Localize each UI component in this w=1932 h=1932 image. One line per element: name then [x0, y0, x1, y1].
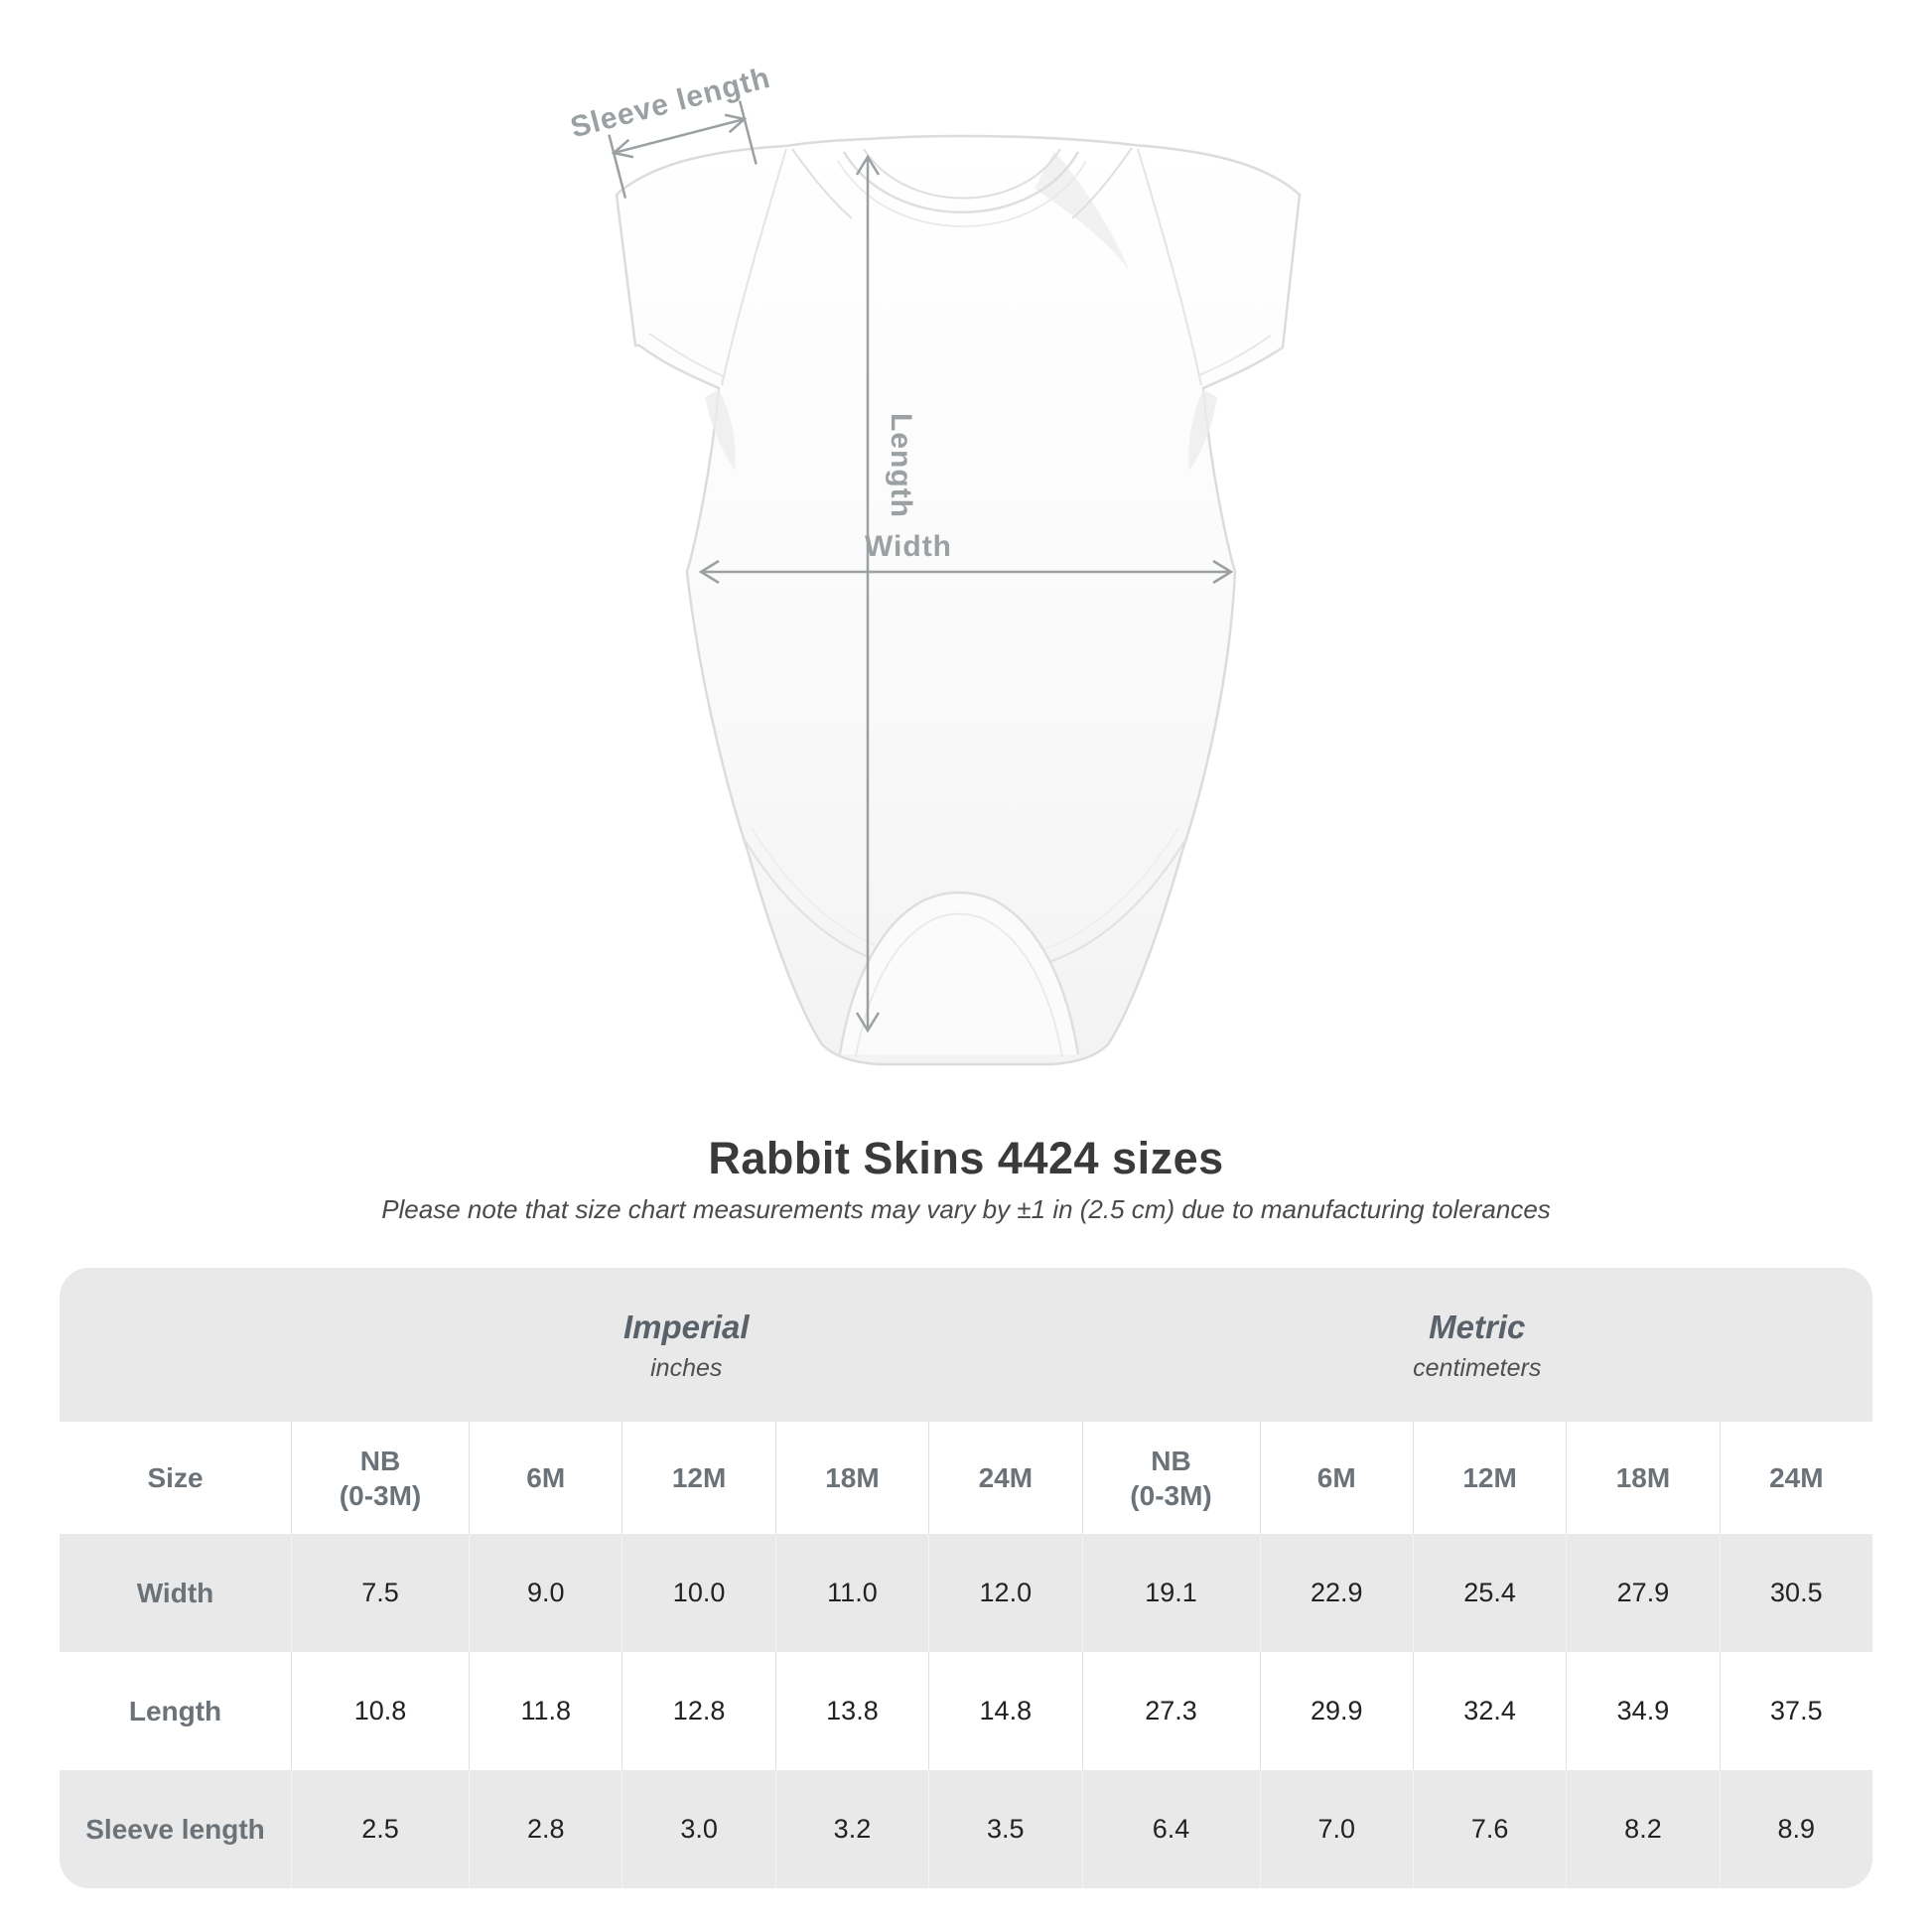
table-row-length: Length 10.8 11.8 12.8 13.8 14.8 27.3 29.… [60, 1652, 1872, 1771]
col-header-imperial-24m: 24M [928, 1422, 1081, 1535]
crotch-flap [838, 891, 1080, 1057]
width-metric-12m: 25.4 [1412, 1534, 1566, 1653]
sleeve-metric-12m: 7.6 [1412, 1770, 1566, 1889]
length-imperial-nb: 10.8 [291, 1652, 469, 1771]
lap-shoulder-seams [791, 147, 1133, 219]
right-underarm-shadow [1188, 389, 1217, 471]
sleeve-length-arrow [608, 100, 758, 199]
length-diagram-label: Length [885, 413, 917, 518]
neck-flap-shadow [1035, 151, 1130, 272]
bodysuit-silhouette [615, 134, 1302, 1066]
sleeve-metric-24m: 8.9 [1719, 1770, 1872, 1889]
bodysuit-graphic [615, 134, 1302, 1066]
width-metric-24m: 30.5 [1719, 1534, 1872, 1653]
width-diagram-label: Width [865, 530, 952, 563]
metric-group-header: Metric centimeters [1082, 1268, 1873, 1422]
length-imperial-18m: 13.8 [774, 1652, 928, 1771]
width-imperial-18m: 11.0 [774, 1534, 928, 1653]
size-table: Imperial inches Metric centimeters Size … [60, 1268, 1873, 1889]
length-metric-12m: 32.4 [1412, 1652, 1566, 1771]
armhole-seams [721, 148, 1202, 386]
sleeve-imperial-24m: 3.5 [928, 1770, 1081, 1889]
row-label-length: Length [128, 1695, 222, 1726]
col-header-imperial-18m: 18M [774, 1422, 928, 1535]
sleeve-length-diagram-label: Sleeve length [567, 62, 773, 145]
unit-group-spacer [60, 1268, 291, 1422]
width-arrow [698, 559, 1234, 585]
length-imperial-6m: 11.8 [469, 1652, 621, 1771]
col-header-metric-12m: 12M [1412, 1422, 1566, 1535]
sleeve-imperial-18m: 3.2 [774, 1770, 928, 1889]
imperial-label: Imperial [622, 1308, 750, 1345]
size-column-header: Size [147, 1462, 204, 1494]
width-imperial-24m: 12.0 [928, 1534, 1081, 1653]
length-metric-nb: 27.3 [1081, 1652, 1260, 1771]
sleeve-metric-nb: 6.4 [1081, 1770, 1260, 1889]
col-header-metric-6m: 6M [1259, 1422, 1413, 1535]
table-row-width: Width 7.5 9.0 10.0 11.0 12.0 19.1 22.9 2… [60, 1534, 1872, 1653]
length-metric-24m: 37.5 [1719, 1652, 1872, 1771]
width-metric-18m: 27.9 [1566, 1534, 1719, 1653]
sleeve-imperial-12m: 3.0 [621, 1770, 774, 1889]
width-imperial-nb: 7.5 [291, 1534, 469, 1653]
width-metric-nb: 19.1 [1081, 1534, 1260, 1653]
table-row-sleeve-length: Sleeve length 2.5 2.8 3.0 3.2 3.5 6.4 7.… [60, 1770, 1872, 1889]
col-header-metric-18m: 18M [1566, 1422, 1719, 1535]
sleeve-metric-18m: 8.2 [1566, 1770, 1719, 1889]
row-label-sleeve-length: Sleeve length [85, 1813, 265, 1845]
imperial-group-header: Imperial inches [291, 1268, 1082, 1422]
width-imperial-12m: 10.0 [621, 1534, 774, 1653]
length-imperial-24m: 14.8 [928, 1652, 1081, 1771]
row-label-width: Width [136, 1577, 214, 1608]
metric-unit: centimeters [1413, 1354, 1542, 1383]
metric-label: Metric [1429, 1308, 1526, 1345]
sleeve-metric-6m: 7.0 [1259, 1770, 1413, 1889]
col-header-imperial-nb: NB (0-3M) [291, 1422, 469, 1535]
column-header-row: Size NB (0-3M) 6M 12M 18M 24M NB (0-3M) 6M… [60, 1422, 1872, 1535]
length-metric-6m: 29.9 [1259, 1652, 1413, 1771]
unit-group-row: Imperial inches Metric centimeters [60, 1268, 1873, 1423]
length-arrow [855, 154, 881, 1034]
col-header-imperial-6m: 6M [469, 1422, 621, 1535]
tolerance-note: Please note that size chart measurements… [381, 1193, 1551, 1224]
page-title: Rabbit Skins 4424 sizes [708, 1133, 1224, 1183]
sleeve-imperial-6m: 2.8 [469, 1770, 621, 1889]
left-underarm-shadow [705, 389, 736, 471]
col-header-imperial-12m: 12M [621, 1422, 774, 1535]
col-header-metric-nb: NB (0-3M) [1081, 1422, 1260, 1535]
bodysuit-measurement-diagram: Sleeve length Length Width [567, 62, 1302, 1066]
length-metric-18m: 34.9 [1566, 1652, 1719, 1771]
sleeve-hems [648, 333, 1272, 377]
width-imperial-6m: 9.0 [469, 1534, 621, 1653]
col-header-metric-24m: 24M [1719, 1422, 1872, 1535]
measurement-annotations [608, 100, 1234, 1034]
sleeve-imperial-nb: 2.5 [291, 1770, 469, 1889]
imperial-unit: inches [650, 1354, 723, 1383]
length-imperial-12m: 12.8 [621, 1652, 774, 1771]
width-metric-6m: 22.9 [1259, 1534, 1413, 1653]
